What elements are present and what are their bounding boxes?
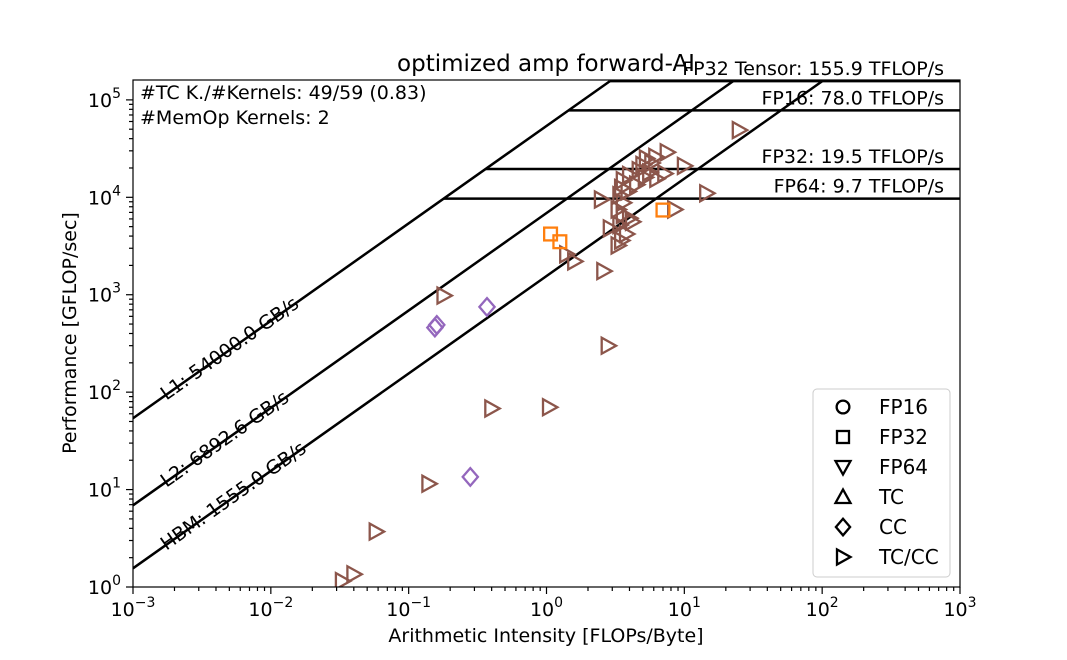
x-tick-label: 101 [668,595,701,621]
memory-roof-hbm [133,80,824,570]
x-axis-label: Arithmetic Intensity [FLOPs/Byte] [388,625,703,647]
point-tc-cc [484,398,503,419]
y-axis-ticks: 100 101 102 103 104 105 [88,86,133,599]
memory-roof-l2 [133,80,734,507]
x-tick-label: 100 [530,595,563,621]
y-tick-label: 102 [88,378,121,404]
legend: FP16 FP32 FP64 TC CC TC/CC [812,388,951,578]
y-tick-label: 105 [88,86,121,112]
x-tick-label: 10−3 [111,595,156,621]
point-tc-cc [638,148,657,169]
point-fp32 [552,234,568,250]
legend-label: FP16 [879,395,928,419]
point-cc [477,296,497,318]
point-tc-cc [436,285,455,306]
y-tick-label: 104 [88,183,121,209]
point-tc-cc [368,521,387,542]
point-tc-cc [624,211,643,232]
legend-fp64-icon [833,459,853,477]
point-tc-cc [657,163,676,184]
point-tc-cc [676,155,695,176]
y-tick-label: 100 [88,573,121,599]
x-tick-label: 10−1 [386,595,431,621]
point-tc-cc [421,473,440,494]
legend-tc-cc-icon [835,547,853,567]
legend-label: TC [878,485,904,509]
x-axis-ticks: 10−3 10−2 10−1 100 101 102 103 [111,587,977,621]
memory-roof-l1 [133,80,611,420]
x-tick-label: 10−2 [248,595,293,621]
compute-roof-label: FP64: 9.7 TFLOP/s [774,176,944,198]
point-fp32 [655,202,671,218]
point-tc-cc [613,230,632,251]
point-tc-cc [659,142,678,163]
point-tc-cc [699,183,717,204]
point-tc-cc [667,199,685,220]
point-tc-cc [593,189,612,210]
point-tc-cc [635,154,654,175]
compute-roof-label: FP32: 19.5 TFLOP/s [761,146,944,168]
point-tc-cc [628,174,647,195]
point-tc-cc [600,335,619,356]
point-fp32 [543,226,559,242]
point-tc-cc [621,164,640,185]
data-points [334,120,750,587]
legend-cc-icon [834,517,852,538]
point-tc-cc [541,397,560,418]
compute-roof-label: FP16: 78.0 TFLOP/s [761,87,944,109]
point-tc-cc [334,571,353,587]
roof-lines [133,80,960,570]
point-tc-cc [346,564,365,585]
legend-fp32-icon [835,429,851,445]
x-tick-label: 102 [806,595,839,621]
point-tc-cc [731,120,750,141]
memop-kernel-note: #MemOp Kernels: 2 [140,107,330,129]
y-axis-label: Performance [GFLOP/sec] [59,212,81,454]
y-tick-label: 103 [88,281,121,307]
legend-fp16-icon [835,399,851,415]
legend-label: FP64 [879,455,928,479]
memory-roof-label: HBM: 1555.0 GB/s [157,437,311,555]
point-tc-cc [610,235,629,256]
point-tc-cc [648,146,667,167]
point-tc-cc [637,167,656,188]
point-tc-cc [559,244,577,265]
point-tc-cc [621,208,640,229]
point-tc-cc [610,199,629,220]
legend-label: FP32 [879,425,928,449]
y-tick-label: 101 [88,476,121,502]
point-cc [461,466,480,488]
compute-roof-label: FP32 Tensor: 155.9 TFLOP/s [682,58,944,80]
point-tc-cc [602,218,621,239]
point-tc-cc [567,251,585,272]
legend-tc-icon [833,487,853,505]
x-tick-label: 103 [943,595,976,621]
point-cc [427,314,446,336]
tc-kernel-ratio-note: #TC K./#Kernels: 49/59 (0.83) [140,82,427,104]
legend-label: TC/CC [878,545,939,569]
legend-label: CC [879,515,907,539]
chart-title: optimized amp forward-AI [397,51,695,77]
point-tc-cc [596,261,615,282]
